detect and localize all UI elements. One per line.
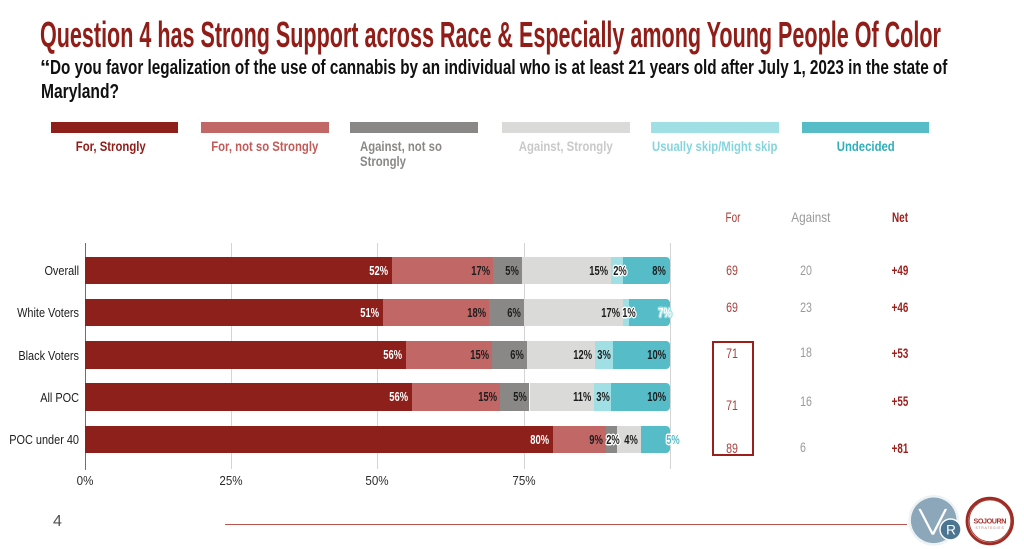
svg-text:SOJOURN: SOJOURN [974,516,1007,525]
svg-text:R: R [946,523,956,538]
svg-text:STRATEGIES: STRATEGIES [976,526,1005,530]
